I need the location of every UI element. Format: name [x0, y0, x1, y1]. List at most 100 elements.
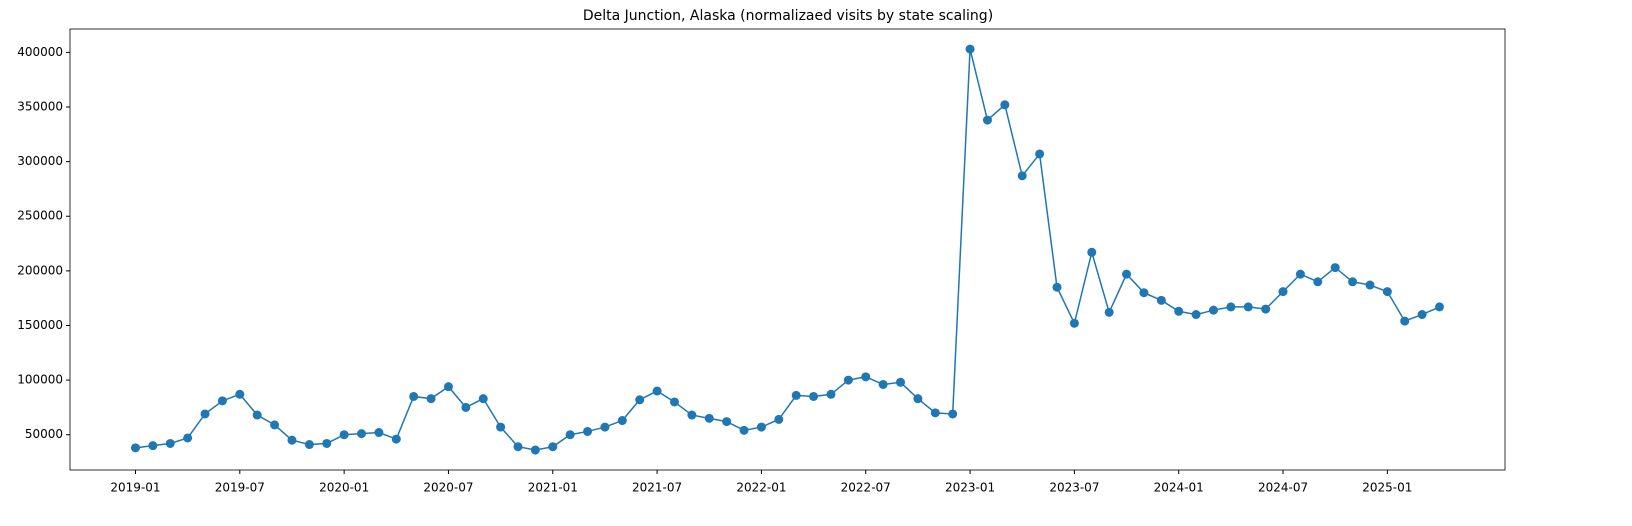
marker [513, 442, 523, 452]
marker [1104, 307, 1114, 317]
y-tick-label: 200000 [17, 263, 63, 277]
marker [200, 409, 210, 419]
x-tick-label: 2020-07 [423, 481, 473, 495]
marker [704, 413, 714, 423]
marker [565, 430, 575, 440]
marker [913, 394, 923, 404]
marker [1052, 282, 1062, 292]
marker [496, 422, 506, 432]
marker [635, 395, 645, 405]
marker [843, 375, 853, 385]
x-tick-label: 2024-01 [1154, 481, 1204, 495]
marker [1208, 305, 1218, 315]
marker [1261, 304, 1271, 314]
marker [217, 396, 227, 406]
y-tick-label: 150000 [17, 318, 63, 332]
marker [878, 379, 888, 389]
y-tick-label: 100000 [17, 373, 63, 387]
marker [426, 394, 436, 404]
marker [826, 389, 836, 399]
marker [669, 397, 679, 407]
marker [530, 445, 540, 455]
marker [1417, 310, 1427, 320]
chart-title: Delta Junction, Alaska (normalizaed visi… [583, 8, 993, 24]
marker [374, 428, 384, 438]
y-tick-label: 300000 [17, 154, 63, 168]
marker [1243, 302, 1253, 312]
marker [774, 414, 784, 424]
marker [1000, 100, 1010, 110]
marker [339, 430, 349, 440]
marker [982, 115, 992, 125]
marker [1035, 149, 1045, 159]
x-tick-label: 2023-01 [945, 481, 995, 495]
marker [1156, 295, 1166, 305]
marker [1139, 288, 1149, 298]
marker [461, 402, 471, 412]
x-tick-label: 2025-01 [1362, 481, 1412, 495]
marker [1174, 306, 1184, 316]
marker [304, 440, 314, 450]
marker [1122, 269, 1132, 279]
marker [235, 389, 245, 399]
x-tick-label: 2022-07 [841, 481, 891, 495]
marker [270, 420, 280, 430]
y-tick-label: 50000 [25, 427, 63, 441]
marker [148, 441, 158, 451]
plot-frame [69, 28, 1506, 471]
marker [1365, 280, 1375, 290]
marker [948, 409, 958, 419]
marker [809, 391, 819, 401]
marker [322, 438, 332, 448]
marker [1295, 269, 1305, 279]
marker [252, 410, 262, 420]
marker [1435, 302, 1445, 312]
marker [722, 417, 732, 427]
marker [965, 44, 975, 54]
marker [583, 426, 593, 436]
y-tick-label: 400000 [17, 45, 63, 59]
line [135, 48, 1440, 451]
marker [287, 435, 297, 445]
marker [896, 377, 906, 387]
marker [1330, 263, 1340, 273]
x-tick-label: 2019-01 [110, 481, 160, 495]
marker [478, 394, 488, 404]
x-tick-label: 2023-07 [1049, 481, 1099, 495]
x-tick-label: 2019-07 [215, 481, 265, 495]
marker [357, 429, 367, 439]
x-tick-label: 2022-01 [736, 481, 786, 495]
marker [165, 438, 175, 448]
marker [687, 410, 697, 420]
marker [409, 391, 419, 401]
marker [1400, 316, 1410, 326]
marker [652, 386, 662, 396]
marker [1017, 171, 1027, 181]
marker [617, 416, 627, 426]
x-tick-label: 2024-07 [1258, 481, 1308, 495]
marker [1382, 287, 1392, 297]
y-tick-label: 250000 [17, 209, 63, 223]
marker [391, 434, 401, 444]
marker [1313, 277, 1323, 287]
marker [443, 382, 453, 392]
marker [1069, 318, 1079, 328]
marker [1191, 310, 1201, 320]
marker [1348, 277, 1358, 287]
marker [791, 390, 801, 400]
marker [548, 442, 558, 452]
marker [130, 443, 140, 453]
marker [183, 433, 193, 443]
x-tick-label: 2021-07 [632, 481, 682, 495]
marker [930, 408, 940, 418]
marker [1087, 247, 1097, 257]
y-tick-label: 350000 [17, 99, 63, 113]
marker [1226, 302, 1236, 312]
x-tick-label: 2020-01 [319, 481, 369, 495]
marker [861, 372, 871, 382]
marker [1278, 287, 1288, 297]
marker [756, 422, 766, 432]
marker [600, 422, 610, 432]
